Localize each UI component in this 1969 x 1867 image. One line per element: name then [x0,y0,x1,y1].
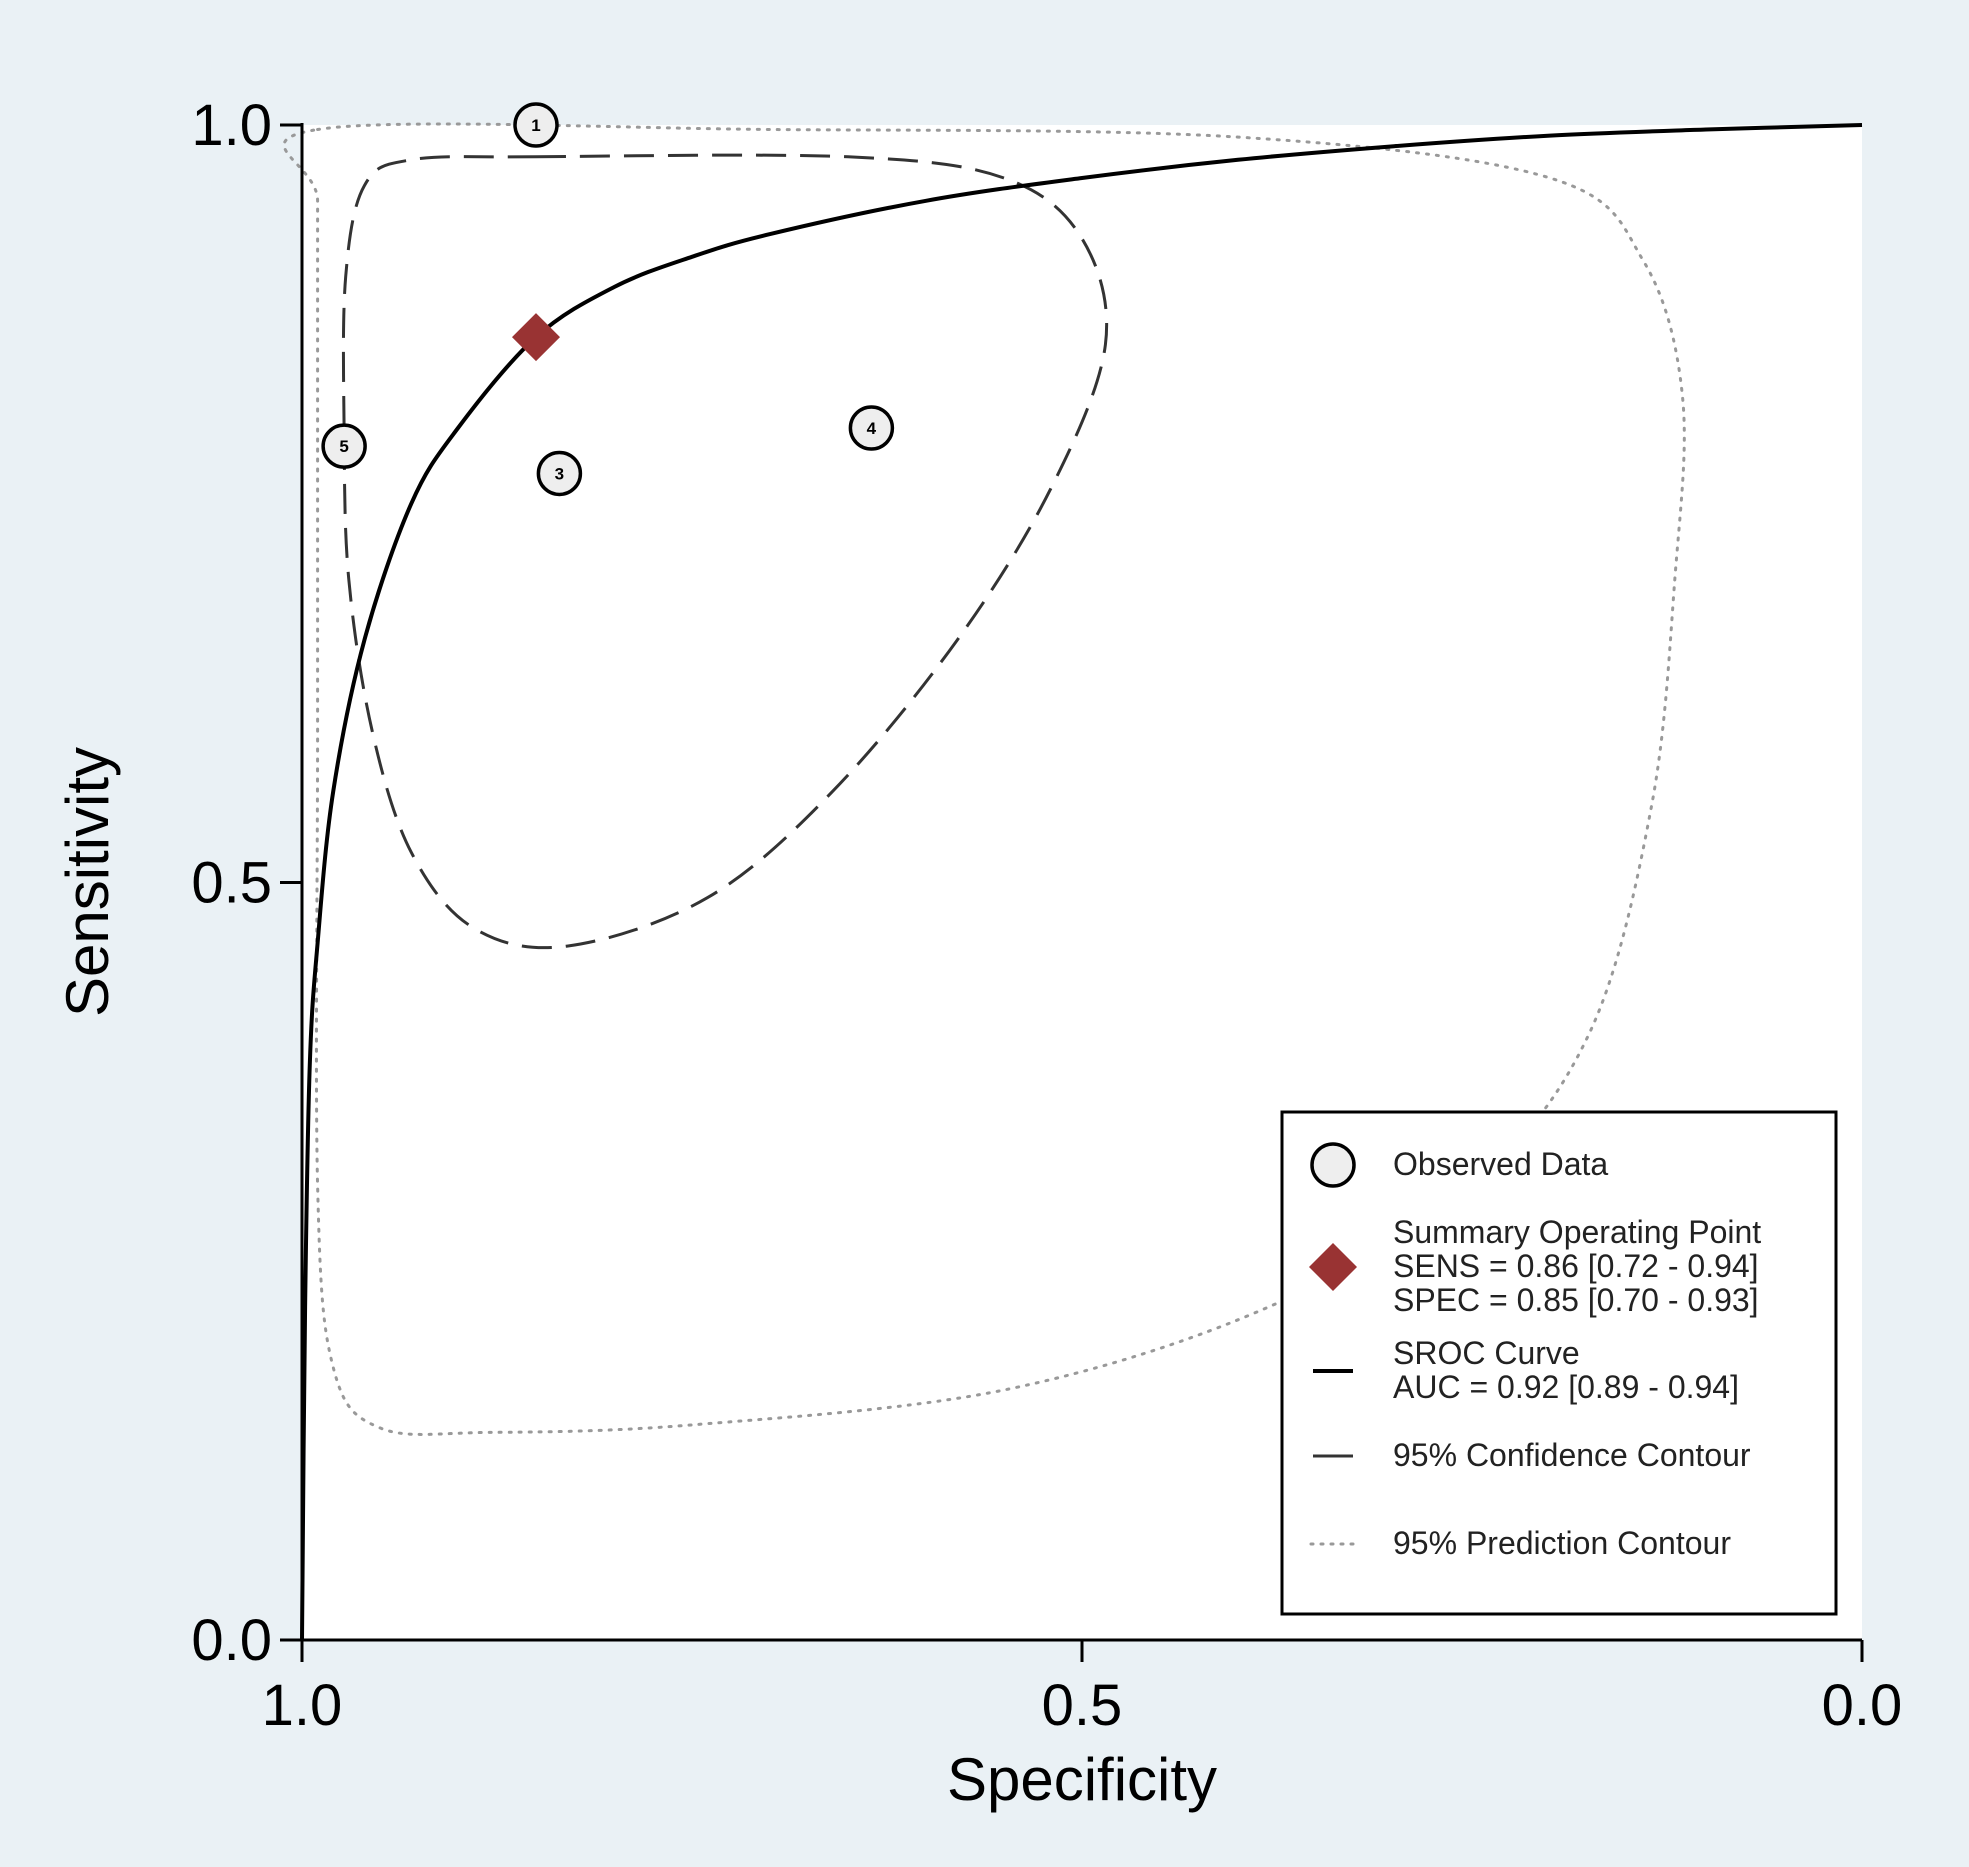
legend-box [1280,1110,1838,1616]
x-tick-label: 0.5 [1042,1673,1123,1738]
observed-point-label: 1 [531,116,540,135]
y-tick-label: 0.0 [191,1608,272,1673]
observed-point [321,423,367,469]
observed-point-label: 3 [555,464,564,483]
y-axis-title: Sensitivity [54,747,121,1017]
summary-operating-point [512,313,560,362]
legend-label: SROC Curve [1393,1335,1580,1371]
observed-point-label: 4 [867,419,877,438]
x-tick-label: 0.0 [1822,1673,1903,1738]
observed-point-label: 5 [339,437,348,456]
legend-label: SENS = 0.86 [0.72 - 0.94] [1393,1248,1759,1284]
legend-observed-symbol [1310,1142,1356,1188]
legend-label: AUC = 0.92 [0.89 - 0.94] [1393,1369,1739,1405]
legend-label: 95% Confidence Contour [1393,1437,1751,1473]
x-axis-title: Specificity [947,1746,1217,1813]
observed-point [536,450,583,497]
legend-summary-symbol [1309,1243,1357,1291]
confidence-contour [341,153,1109,950]
observed-point [848,405,895,451]
y-tick-label: 1.0 [191,93,272,158]
legend-label: Summary Operating Point [1393,1214,1761,1250]
legend-label: SPEC = 0.85 [0.70 - 0.93] [1393,1282,1759,1318]
observed-point [513,102,559,148]
sroc-curve [300,123,1863,1641]
x-tick-label: 1.0 [262,1673,343,1738]
y-tick-label: 0.5 [191,851,272,916]
legend-label: Observed Data [1393,1146,1608,1182]
legend-label: 95% Prediction Contour [1393,1525,1731,1561]
